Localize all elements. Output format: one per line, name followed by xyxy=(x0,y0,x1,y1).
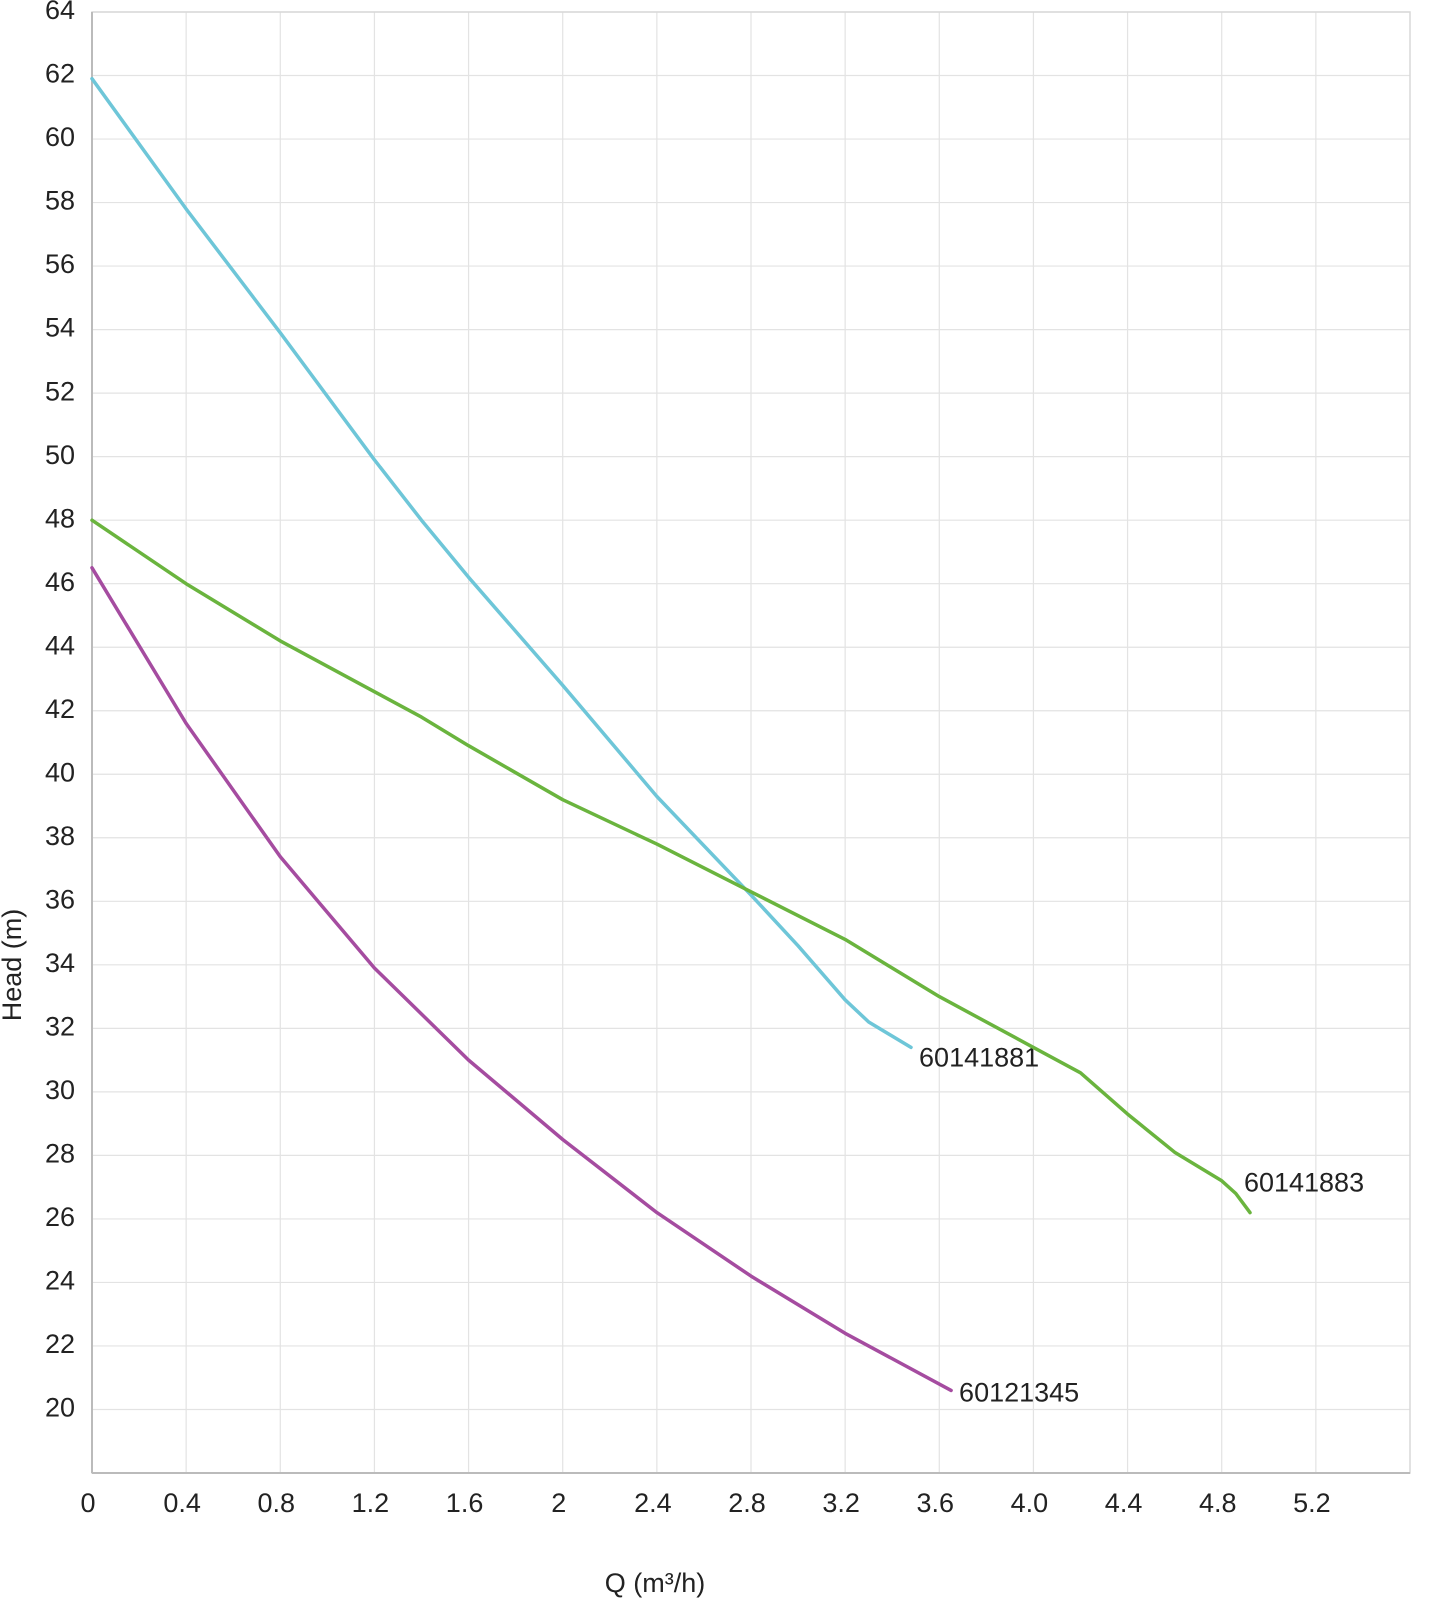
x-tick-label: 0.8 xyxy=(258,1488,296,1518)
y-tick-label: 28 xyxy=(45,1139,75,1169)
x-tick-label: 2.8 xyxy=(728,1488,766,1518)
x-axis-label: Q (m³/h) xyxy=(605,1568,706,1598)
x-tick-label: 1.2 xyxy=(352,1488,390,1518)
y-tick-label: 52 xyxy=(45,376,75,406)
x-tick-label: 2.4 xyxy=(634,1488,672,1518)
y-tick-label: 64 xyxy=(45,0,75,25)
y-tick-label: 40 xyxy=(45,757,75,787)
series-label: 60121345 xyxy=(959,1378,1079,1408)
y-tick-label: 46 xyxy=(45,567,75,597)
x-tick-label: 3.6 xyxy=(917,1488,955,1518)
x-tick-label: 0 xyxy=(80,1488,95,1518)
x-tick-label: 4.4 xyxy=(1105,1488,1143,1518)
y-axis-label: Head (m) xyxy=(0,909,27,1022)
series-label: 60141883 xyxy=(1244,1168,1364,1198)
y-tick-label: 20 xyxy=(45,1393,75,1423)
x-tick-label: 1.6 xyxy=(446,1488,484,1518)
y-tick-label: 42 xyxy=(45,694,75,724)
x-tick-label: 5.2 xyxy=(1293,1488,1331,1518)
y-tick-label: 30 xyxy=(45,1075,75,1105)
y-tick-label: 56 xyxy=(45,249,75,279)
series-label: 60141881 xyxy=(919,1043,1039,1073)
y-tick-label: 50 xyxy=(45,440,75,470)
y-tick-label: 32 xyxy=(45,1011,75,1041)
x-tick-label: 4.0 xyxy=(1011,1488,1049,1518)
y-tick-label: 44 xyxy=(45,630,75,660)
y-tick-label: 54 xyxy=(45,313,75,343)
y-tick-label: 26 xyxy=(45,1202,75,1232)
y-tick-label: 24 xyxy=(45,1266,75,1296)
y-tick-label: 22 xyxy=(45,1329,75,1359)
y-tick-label: 60 xyxy=(45,122,75,152)
y-tick-label: 48 xyxy=(45,503,75,533)
y-tick-label: 34 xyxy=(45,948,75,978)
y-tick-label: 62 xyxy=(45,59,75,89)
series-line xyxy=(90,566,953,1393)
x-tick-label: 0.4 xyxy=(163,1488,201,1518)
x-tick-label: 4.8 xyxy=(1199,1488,1237,1518)
series-line xyxy=(90,76,913,1050)
y-tick-label: 36 xyxy=(45,884,75,914)
x-tick-label: 2 xyxy=(551,1488,566,1518)
y-tick-label: 38 xyxy=(45,821,75,851)
x-tick-label: 3.2 xyxy=(822,1488,860,1518)
y-tick-label: 58 xyxy=(45,186,75,216)
series-line xyxy=(90,518,1252,1215)
